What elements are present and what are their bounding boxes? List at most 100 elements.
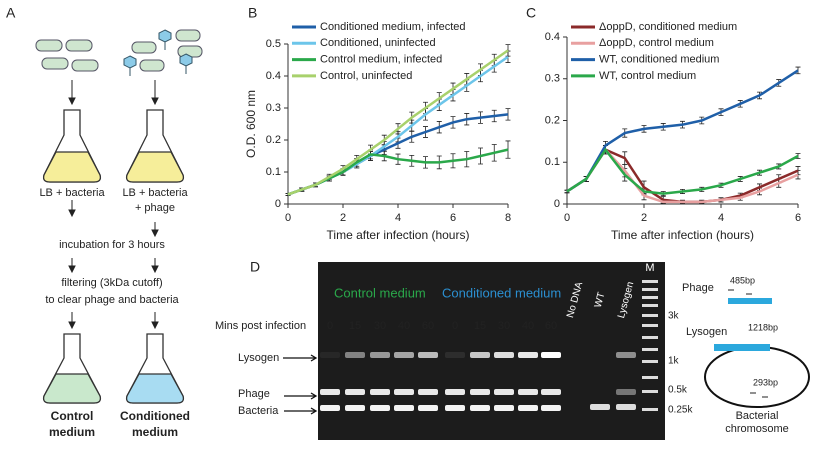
ladder-band <box>642 296 658 299</box>
band-arrow <box>284 407 318 415</box>
gel-band <box>494 389 514 395</box>
step-label: filtering (3kDa cutoff) <box>61 277 162 289</box>
ladder-band <box>642 408 658 411</box>
band-label: Lysogen <box>238 352 279 364</box>
x-tick-label: 4 <box>718 212 724 224</box>
y-tick-label: 0.1 <box>266 166 281 178</box>
gel-band <box>345 352 365 358</box>
x-tick-label: 6 <box>795 212 801 224</box>
y-tick-label: 0.2 <box>545 114 560 126</box>
integrated-phage <box>714 344 770 351</box>
step-label: to clear phage and bacteria <box>45 294 179 306</box>
band-arrow <box>284 392 318 400</box>
flask-label: LB + bacteria <box>122 187 188 199</box>
x-tick-label: 8 <box>505 212 511 224</box>
lane-label: 30 <box>498 320 510 332</box>
x-axis-label: Time after infection (hours) <box>327 228 470 242</box>
gel-band <box>445 352 465 358</box>
schematic-label: Phage <box>682 282 714 294</box>
result-label: medium <box>132 425 178 439</box>
x-tick-label: 6 <box>450 212 456 224</box>
panel-a: A <box>6 5 203 439</box>
group-label: Control medium <box>334 285 426 300</box>
lane-label: 40 <box>522 320 534 332</box>
ladder-band <box>642 324 658 327</box>
y-tick-label: 0.5 <box>266 38 281 50</box>
lane-label: 0 <box>452 320 458 332</box>
gel-band <box>494 352 514 358</box>
ladder-band <box>642 280 658 283</box>
gel-band <box>541 352 561 358</box>
x-tick-label: 4 <box>395 212 401 224</box>
series-line <box>566 69 799 193</box>
y-tick-label: 0.4 <box>266 70 281 82</box>
y-tick-label: 0.3 <box>545 73 560 85</box>
charts: B 0 0.1 0.2 0.3 0.4 0.5 0 2 4 6 8 Time after infecti… <box>244 5 801 242</box>
gel-band <box>494 405 514 411</box>
ladder-band <box>642 336 658 339</box>
legend-label: Conditioned, uninfected <box>320 37 436 49</box>
gel-band <box>345 405 365 411</box>
arrows <box>68 80 159 330</box>
x-tick-label: 0 <box>285 212 291 224</box>
size-label: 3k <box>668 311 680 322</box>
schematic-bp: 293bp <box>753 377 778 387</box>
schematic-label: Lysogen <box>686 326 727 338</box>
y-tick-label: 0.1 <box>545 156 560 168</box>
size-label: 0.25k <box>668 405 693 416</box>
lane-label: 60 <box>545 320 557 332</box>
x-axis-label: Time after infection (hours) <box>611 228 754 242</box>
gel-band <box>590 404 610 410</box>
legend-label: WT, control medium <box>599 70 696 82</box>
gel-band <box>418 352 438 358</box>
legend-label: ΔoppD, conditioned medium <box>599 21 737 33</box>
lane-label: WT <box>593 291 608 309</box>
band-arrow <box>283 354 318 362</box>
gel-band <box>418 389 438 395</box>
band-label: Phage <box>238 388 270 400</box>
result-label: Conditioned <box>120 409 190 423</box>
band-label: Bacteria <box>238 405 279 417</box>
y-tick-label: 0 <box>275 198 281 210</box>
gel-band <box>370 389 390 395</box>
flasks <box>42 109 185 404</box>
schematic-bp: 485bp <box>730 275 755 285</box>
y-axis-label: O.D. 600 nm <box>244 90 258 158</box>
result-label: Control <box>51 409 94 423</box>
gel-band <box>320 405 340 411</box>
y-tick-label: 0.3 <box>266 102 281 114</box>
panel-label: D <box>250 259 260 275</box>
lane-label: 40 <box>398 320 410 332</box>
panel-label: C <box>526 5 536 21</box>
gel-band <box>394 389 414 395</box>
ladder-band <box>642 314 658 317</box>
series-line <box>287 49 509 196</box>
gel-band <box>320 352 340 358</box>
y-tick-label: 0.4 <box>545 31 560 43</box>
error-bar <box>795 153 801 159</box>
lane-label: 60 <box>422 320 434 332</box>
step-label: incubation for 3 hours <box>59 239 165 251</box>
gel-band <box>616 404 636 410</box>
bacteria <box>35 29 203 72</box>
gel-band <box>320 389 340 395</box>
flask-label: + phage <box>135 202 175 214</box>
gel-band <box>445 405 465 411</box>
ladder-band <box>642 376 658 379</box>
legend-label: WT, conditioned medium <box>599 54 719 66</box>
gel-band <box>518 389 538 395</box>
gel-band <box>445 389 465 395</box>
gel-band <box>470 352 490 358</box>
ladder-band <box>642 288 658 291</box>
ladder-band <box>642 304 658 307</box>
gel-band <box>616 352 636 358</box>
panel-label: B <box>248 5 257 21</box>
phages <box>123 29 193 76</box>
marker-label: M <box>645 262 654 274</box>
panel-label: A <box>6 5 16 21</box>
gel-band <box>370 405 390 411</box>
gel-band <box>345 389 365 395</box>
gel-band <box>616 389 636 395</box>
series-line <box>566 147 799 195</box>
y-tick-label: 0 <box>554 198 560 210</box>
